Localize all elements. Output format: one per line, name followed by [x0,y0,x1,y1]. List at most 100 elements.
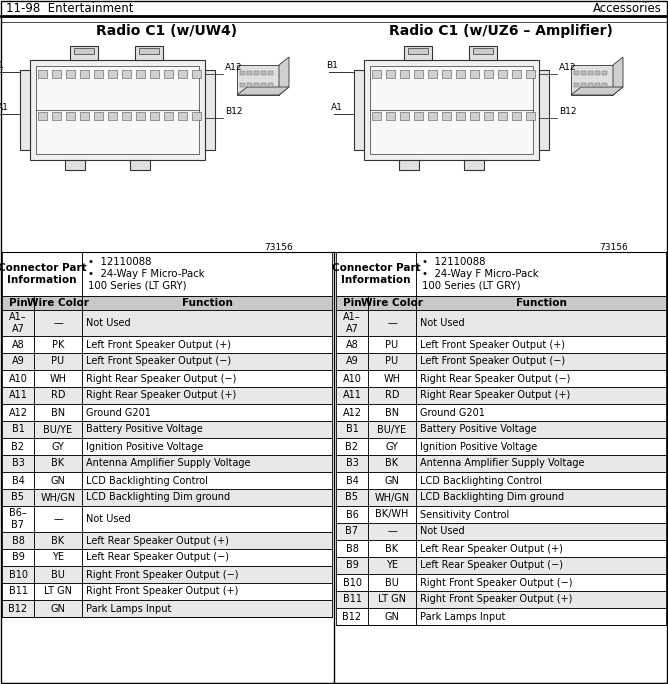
Text: A10: A10 [343,373,361,384]
Bar [336,591,368,608]
Bar [36,66,199,154]
Bar [372,70,381,78]
Text: Not Used: Not Used [420,318,465,328]
Text: Sensitivity Control: Sensitivity Control [420,510,509,520]
Bar [408,48,428,54]
Bar [82,252,332,296]
Text: Left Rear Speaker Output (+): Left Rear Speaker Output (+) [86,536,229,546]
Bar [136,112,145,120]
Text: B8: B8 [11,536,25,546]
Text: A8: A8 [345,339,358,350]
Text: A1–
A7: A1– A7 [343,312,361,334]
Text: Pin: Pin [343,298,361,308]
Text: Right Front Speaker Output (−): Right Front Speaker Output (−) [86,570,238,579]
Text: B9: B9 [345,560,359,570]
Bar [336,404,368,421]
Bar [368,387,416,404]
Bar [574,71,579,75]
Bar [34,455,82,472]
Bar [368,574,416,591]
Bar [400,112,409,120]
Text: B9: B9 [11,553,25,562]
Bar [2,455,34,472]
Bar [268,71,273,75]
Text: WH: WH [383,373,401,384]
Bar [368,370,416,387]
Bar [368,353,416,370]
Bar [82,549,332,566]
Bar [240,83,245,87]
Text: GY: GY [51,441,64,451]
Bar [2,566,34,583]
Text: Pin: Pin [9,298,27,308]
Text: Left Front Speaker Output (+): Left Front Speaker Output (+) [86,339,231,350]
Bar [336,296,368,310]
Bar [66,70,75,78]
Bar [526,70,535,78]
Bar [336,523,368,540]
Bar [38,70,47,78]
Bar [414,70,423,78]
Text: BK/WH: BK/WH [375,510,409,520]
Text: B4: B4 [345,475,359,486]
Text: A10: A10 [9,373,27,384]
Bar [261,83,266,87]
Text: GN: GN [385,475,399,486]
Bar [94,112,103,120]
Bar [82,583,332,600]
Text: Accessories: Accessories [593,2,662,15]
Bar [34,353,82,370]
Bar [247,71,252,75]
Text: Wire Color: Wire Color [27,298,89,308]
Bar [34,532,82,549]
Bar [268,83,273,87]
Bar [2,296,34,310]
Bar [416,421,666,438]
Text: Left Rear Speaker Output (−): Left Rear Speaker Output (−) [86,553,229,562]
Text: GY: GY [385,441,398,451]
Bar [595,71,600,75]
Text: Left Rear Speaker Output (−): Left Rear Speaker Output (−) [420,560,563,570]
Bar [2,489,34,506]
Bar [416,387,666,404]
Bar [416,336,666,353]
Bar [135,46,163,60]
Text: Antenna Amplifier Supply Voltage: Antenna Amplifier Supply Voltage [420,458,584,469]
Text: —: — [53,318,63,328]
Bar [386,70,395,78]
Bar [82,404,332,421]
Bar [34,387,82,404]
Text: B12: B12 [9,603,27,614]
Text: •  12110088
•  24-Way F Micro-Pack
100 Series (LT GRY): • 12110088 • 24-Way F Micro-Pack 100 Ser… [422,257,538,291]
Bar [602,71,607,75]
Bar [254,71,259,75]
Bar [192,70,201,78]
Bar [237,65,279,95]
Bar [336,438,368,455]
Bar [368,540,416,557]
Bar [122,70,131,78]
Text: B1: B1 [326,61,338,70]
Bar [473,48,493,54]
Polygon shape [279,57,289,95]
Polygon shape [237,87,289,95]
Text: GN: GN [51,603,65,614]
Bar [428,112,437,120]
Text: A9: A9 [11,356,24,367]
Text: B1: B1 [0,61,4,70]
Bar [336,557,368,574]
Text: B7: B7 [345,527,359,536]
Text: LCD Backlighting Control: LCD Backlighting Control [86,475,208,486]
Bar [416,404,666,421]
Bar [368,523,416,540]
Text: Not Used: Not Used [86,514,131,524]
Text: A12: A12 [343,408,361,417]
Text: B12: B12 [343,611,361,622]
Bar [539,70,549,150]
Text: Right Front Speaker Output (+): Right Front Speaker Output (+) [420,594,572,605]
Bar [82,421,332,438]
Text: WH/GN: WH/GN [41,492,75,503]
Bar [34,438,82,455]
Text: Not Used: Not Used [86,318,131,328]
Bar [34,296,82,310]
